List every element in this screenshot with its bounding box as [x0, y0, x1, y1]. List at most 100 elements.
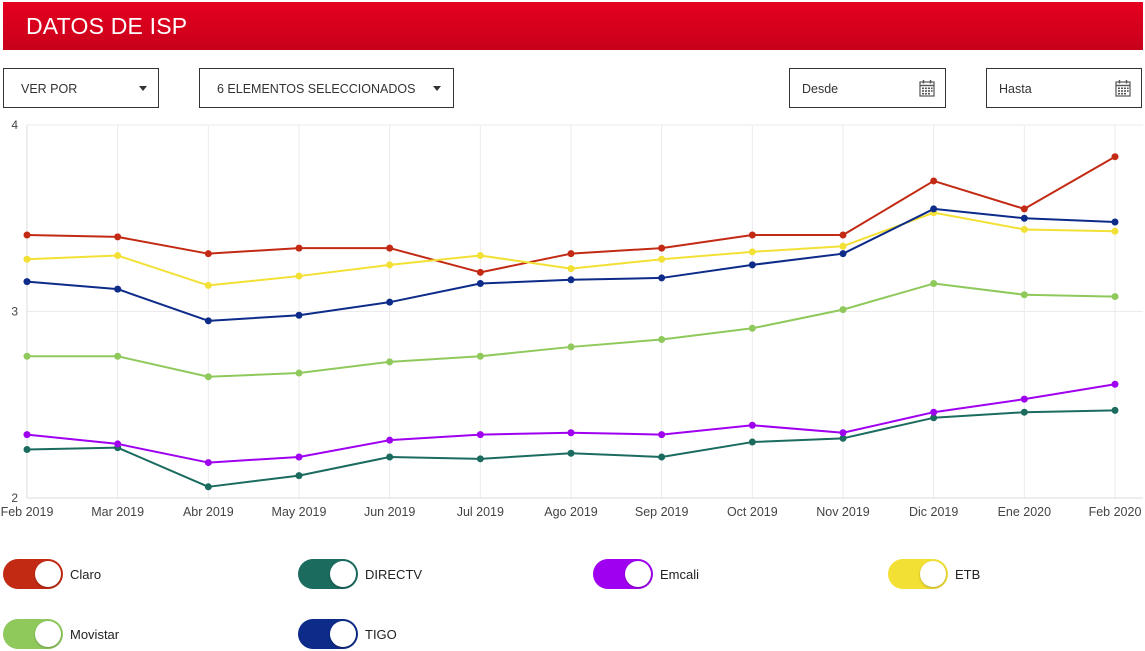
toggle-knob	[330, 561, 356, 587]
data-point	[476, 352, 484, 360]
data-point	[1020, 395, 1028, 403]
data-point	[930, 205, 938, 213]
data-point	[386, 261, 394, 269]
x-tick-label: Oct 2019	[727, 505, 778, 519]
data-point	[658, 244, 666, 252]
data-point	[476, 252, 484, 260]
toggle-knob	[920, 561, 946, 587]
desde-input[interactable]	[802, 80, 912, 98]
data-point	[748, 261, 756, 269]
desde-date-field[interactable]	[789, 68, 946, 108]
data-point	[839, 434, 847, 442]
x-tick-label: Feb 2020	[1089, 505, 1142, 519]
toggle-switch[interactable]	[298, 559, 358, 589]
x-tick-label: Nov 2019	[816, 505, 870, 519]
x-tick-label: Dic 2019	[909, 505, 958, 519]
series-directv	[23, 406, 1119, 491]
data-point	[567, 343, 575, 351]
toggle-switch[interactable]	[593, 559, 653, 589]
data-point	[295, 472, 303, 480]
data-point	[114, 252, 122, 260]
toggle-switch[interactable]	[888, 559, 948, 589]
elements-dropdown[interactable]: 6 ELEMENTOS SELECCIONADOS	[199, 68, 454, 108]
legend-toggle-directv[interactable]: DIRECTV	[298, 559, 448, 589]
data-point	[748, 438, 756, 446]
data-point	[567, 276, 575, 284]
series-etb	[23, 209, 1119, 289]
data-point	[839, 250, 847, 258]
data-point	[930, 408, 938, 416]
data-point	[1020, 291, 1028, 299]
data-point	[1020, 408, 1028, 416]
x-tick-label: Abr 2019	[183, 505, 234, 519]
legend-label: Claro	[70, 567, 102, 582]
y-tick-label: 2	[11, 491, 18, 505]
data-point	[839, 231, 847, 239]
series-emcali	[23, 380, 1119, 467]
data-point	[1111, 293, 1119, 301]
legend-label: Movistar	[70, 627, 120, 642]
toggle-knob	[35, 621, 61, 647]
data-point	[1020, 205, 1028, 213]
x-tick-label: Ago 2019	[544, 505, 598, 519]
data-point	[23, 352, 31, 360]
hasta-input[interactable]	[999, 80, 1109, 98]
data-point	[567, 250, 575, 258]
legend-toggle-emcali[interactable]: Emcali	[593, 559, 743, 589]
data-point	[295, 311, 303, 319]
data-point	[204, 317, 212, 325]
toggle-knob	[330, 621, 356, 647]
toggle-switch[interactable]	[3, 559, 63, 589]
data-point	[567, 429, 575, 437]
data-point	[114, 440, 122, 448]
data-point	[476, 268, 484, 276]
legend-label: TIGO	[365, 627, 397, 642]
data-point	[930, 280, 938, 288]
legend-toggle-etb[interactable]: ETB	[888, 559, 1038, 589]
isp-line-chart: 2 3 4 Feb 2019 Mar 2019 Abr 2019 May 2019 Jun 2…	[1, 118, 1143, 519]
toggle-switch[interactable]	[298, 619, 358, 649]
legend-toggle-tigo[interactable]: TIGO	[298, 619, 448, 649]
data-point	[23, 431, 31, 439]
data-point	[386, 298, 394, 306]
legend-toggle-movistar[interactable]: Movistar	[3, 619, 153, 649]
data-point	[114, 352, 122, 360]
toggle-switch[interactable]	[3, 619, 63, 649]
hasta-date-field[interactable]	[986, 68, 1142, 108]
ver-por-dropdown[interactable]: VER POR	[3, 68, 159, 108]
y-tick-label: 3	[11, 305, 18, 319]
calendar-icon[interactable]	[919, 79, 935, 97]
series-tigo	[23, 205, 1119, 325]
data-point	[1111, 153, 1119, 161]
data-point	[295, 453, 303, 461]
calendar-icon[interactable]	[1115, 79, 1131, 97]
x-tick-label: Sep 2019	[635, 505, 689, 519]
data-point	[476, 455, 484, 463]
data-point	[839, 242, 847, 250]
legend-label: Emcali	[660, 567, 700, 582]
x-tick-label: Mar 2019	[91, 505, 144, 519]
legend-toggle-claro[interactable]: Claro	[3, 559, 153, 589]
x-tick-label: Jul 2019	[457, 505, 504, 519]
data-point	[204, 459, 212, 467]
data-point	[23, 255, 31, 263]
x-tick-label: Ene 2020	[998, 505, 1052, 519]
data-point	[386, 358, 394, 366]
data-point	[567, 449, 575, 457]
series-claro	[23, 153, 1119, 276]
data-point	[476, 280, 484, 288]
y-tick-label: 4	[11, 118, 18, 132]
data-point	[1020, 214, 1028, 222]
data-point	[930, 414, 938, 422]
data-point	[1111, 380, 1119, 388]
page-title: DATOS DE ISP	[26, 13, 188, 39]
data-point	[658, 453, 666, 461]
data-point	[23, 446, 31, 454]
x-tick-label: Feb 2019	[1, 505, 54, 519]
data-point	[204, 250, 212, 258]
data-point	[386, 453, 394, 461]
data-point	[930, 177, 938, 185]
data-point	[295, 272, 303, 280]
data-point	[748, 421, 756, 429]
data-point	[658, 274, 666, 282]
